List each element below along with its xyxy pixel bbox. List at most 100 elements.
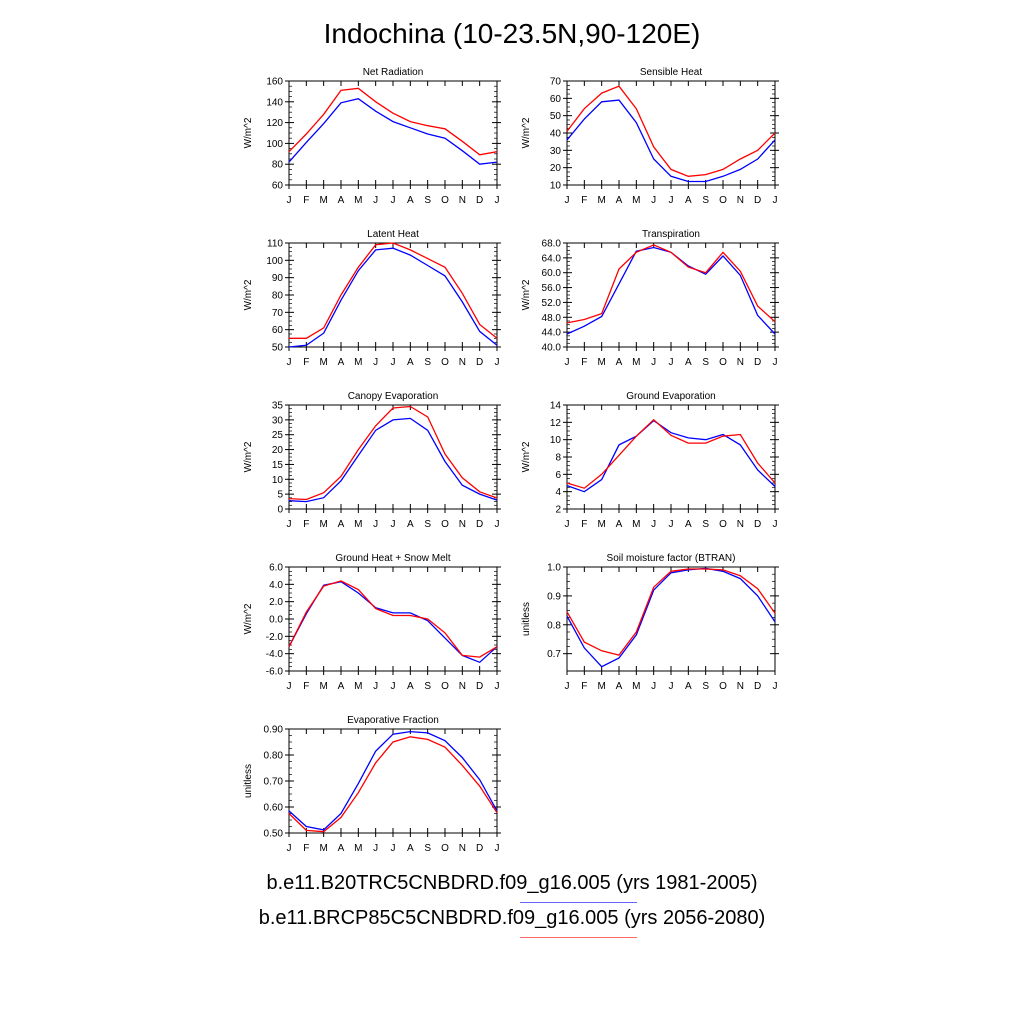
y-tick-label: 20 bbox=[550, 163, 562, 174]
x-tick-label: D bbox=[476, 681, 483, 692]
chart-title: Canopy Evaporation bbox=[348, 391, 439, 402]
x-tick-label: O bbox=[719, 357, 727, 368]
x-tick-label: N bbox=[459, 681, 466, 692]
y-tick-label: 14 bbox=[550, 401, 562, 412]
x-tick-label: M bbox=[319, 843, 327, 854]
x-tick-label: M bbox=[319, 519, 327, 530]
y-axis-label: W/m^2 bbox=[243, 603, 254, 634]
x-tick-label: J bbox=[565, 681, 570, 692]
x-tick-label: M bbox=[354, 843, 362, 854]
x-tick-label: J bbox=[495, 519, 500, 530]
x-tick-label: S bbox=[424, 681, 431, 692]
x-tick-label: O bbox=[441, 519, 449, 530]
x-tick-label: F bbox=[303, 195, 309, 206]
y-tick-label: 0.90 bbox=[264, 725, 284, 736]
x-tick-label: M bbox=[597, 357, 605, 368]
x-tick-label: A bbox=[338, 519, 345, 530]
y-tick-label: 50 bbox=[272, 343, 284, 354]
x-tick-label: J bbox=[495, 681, 500, 692]
x-tick-label: J bbox=[669, 195, 674, 206]
legend-entry-2: b.e11.BRCP85C5CNBDRD.f09_g16.005 (yrs 20… bbox=[258, 907, 766, 929]
y-tick-label: 25 bbox=[272, 430, 284, 441]
series-line-red bbox=[566, 244, 776, 324]
x-tick-label: F bbox=[303, 357, 309, 368]
y-axis-label: unitless bbox=[521, 602, 532, 636]
y-tick-label: 160 bbox=[266, 77, 283, 88]
x-tick-label: J bbox=[287, 195, 292, 206]
x-tick-label: F bbox=[581, 195, 587, 206]
x-tick-label: J bbox=[391, 519, 396, 530]
series-line-red bbox=[288, 580, 498, 658]
y-tick-label: 56.0 bbox=[542, 283, 562, 294]
x-tick-label: S bbox=[424, 843, 431, 854]
y-tick-label: 80 bbox=[272, 291, 284, 302]
series-line-blue bbox=[288, 97, 498, 165]
chart-title: Evaporative Fraction bbox=[347, 715, 439, 726]
chart-title: Ground Heat + Snow Melt bbox=[335, 553, 451, 564]
y-tick-label: 1.0 bbox=[547, 563, 561, 574]
plot-frame bbox=[288, 80, 498, 186]
y-axis-label: unitless bbox=[243, 764, 254, 798]
series-line-blue bbox=[288, 417, 498, 503]
x-tick-label: F bbox=[303, 681, 309, 692]
x-tick-label: J bbox=[391, 357, 396, 368]
y-tick-label: 8 bbox=[555, 453, 561, 464]
x-tick-label: A bbox=[685, 681, 692, 692]
y-tick-label: 60 bbox=[272, 181, 284, 192]
x-tick-label: M bbox=[354, 519, 362, 530]
plot-frame bbox=[566, 404, 776, 510]
x-tick-label: M bbox=[597, 519, 605, 530]
x-tick-label: J bbox=[565, 195, 570, 206]
x-tick-label: J bbox=[669, 519, 674, 530]
chart-title: Soil moisture factor (BTRAN) bbox=[607, 553, 736, 564]
x-tick-label: A bbox=[616, 519, 623, 530]
x-tick-label: J bbox=[391, 681, 396, 692]
x-tick-label: M bbox=[319, 195, 327, 206]
x-tick-label: O bbox=[719, 681, 727, 692]
series-line-blue bbox=[566, 99, 776, 183]
y-tick-label: 50 bbox=[550, 111, 562, 122]
x-tick-label: J bbox=[373, 195, 378, 206]
y-tick-label: 68.0 bbox=[542, 239, 562, 250]
x-tick-label: A bbox=[616, 357, 623, 368]
x-tick-label: D bbox=[754, 357, 761, 368]
x-tick-label: J bbox=[373, 843, 378, 854]
x-tick-label: O bbox=[719, 519, 727, 530]
x-tick-label: N bbox=[737, 681, 744, 692]
x-tick-label: M bbox=[632, 519, 640, 530]
y-tick-label: 2 bbox=[555, 505, 561, 516]
plot-frame bbox=[288, 728, 498, 834]
y-tick-label: 64.0 bbox=[542, 253, 562, 264]
x-tick-label: A bbox=[338, 357, 345, 368]
x-tick-label: J bbox=[495, 195, 500, 206]
y-tick-label: 15 bbox=[272, 460, 284, 471]
y-tick-label: 140 bbox=[266, 97, 283, 108]
y-axis-label: W/m^2 bbox=[243, 117, 254, 148]
y-tick-label: 0.70 bbox=[264, 777, 284, 788]
legend-swatch-1 bbox=[520, 902, 637, 903]
series-line-blue bbox=[566, 419, 776, 493]
x-tick-label: S bbox=[702, 357, 709, 368]
chart-panel: Evaporative Fraction 0.50 0.60 0.70 0.80 0.90… bbox=[243, 715, 501, 854]
series-line-blue bbox=[566, 567, 776, 668]
x-tick-label: J bbox=[391, 843, 396, 854]
x-tick-label: S bbox=[702, 681, 709, 692]
x-tick-label: F bbox=[581, 357, 587, 368]
x-tick-label: J bbox=[773, 681, 778, 692]
series-line-blue bbox=[288, 730, 498, 831]
series-line-red bbox=[288, 87, 498, 156]
series-line-red bbox=[566, 568, 776, 656]
y-tick-label: 0.50 bbox=[264, 829, 284, 840]
x-tick-label: J bbox=[373, 519, 378, 530]
y-tick-label: 0.8 bbox=[547, 620, 561, 631]
x-tick-label: J bbox=[565, 519, 570, 530]
x-tick-label: J bbox=[495, 843, 500, 854]
x-tick-label: D bbox=[754, 681, 761, 692]
y-tick-label: 120 bbox=[266, 118, 283, 129]
y-tick-label: 0.9 bbox=[547, 591, 561, 602]
x-tick-label: J bbox=[651, 681, 656, 692]
series-line-red bbox=[288, 736, 498, 833]
